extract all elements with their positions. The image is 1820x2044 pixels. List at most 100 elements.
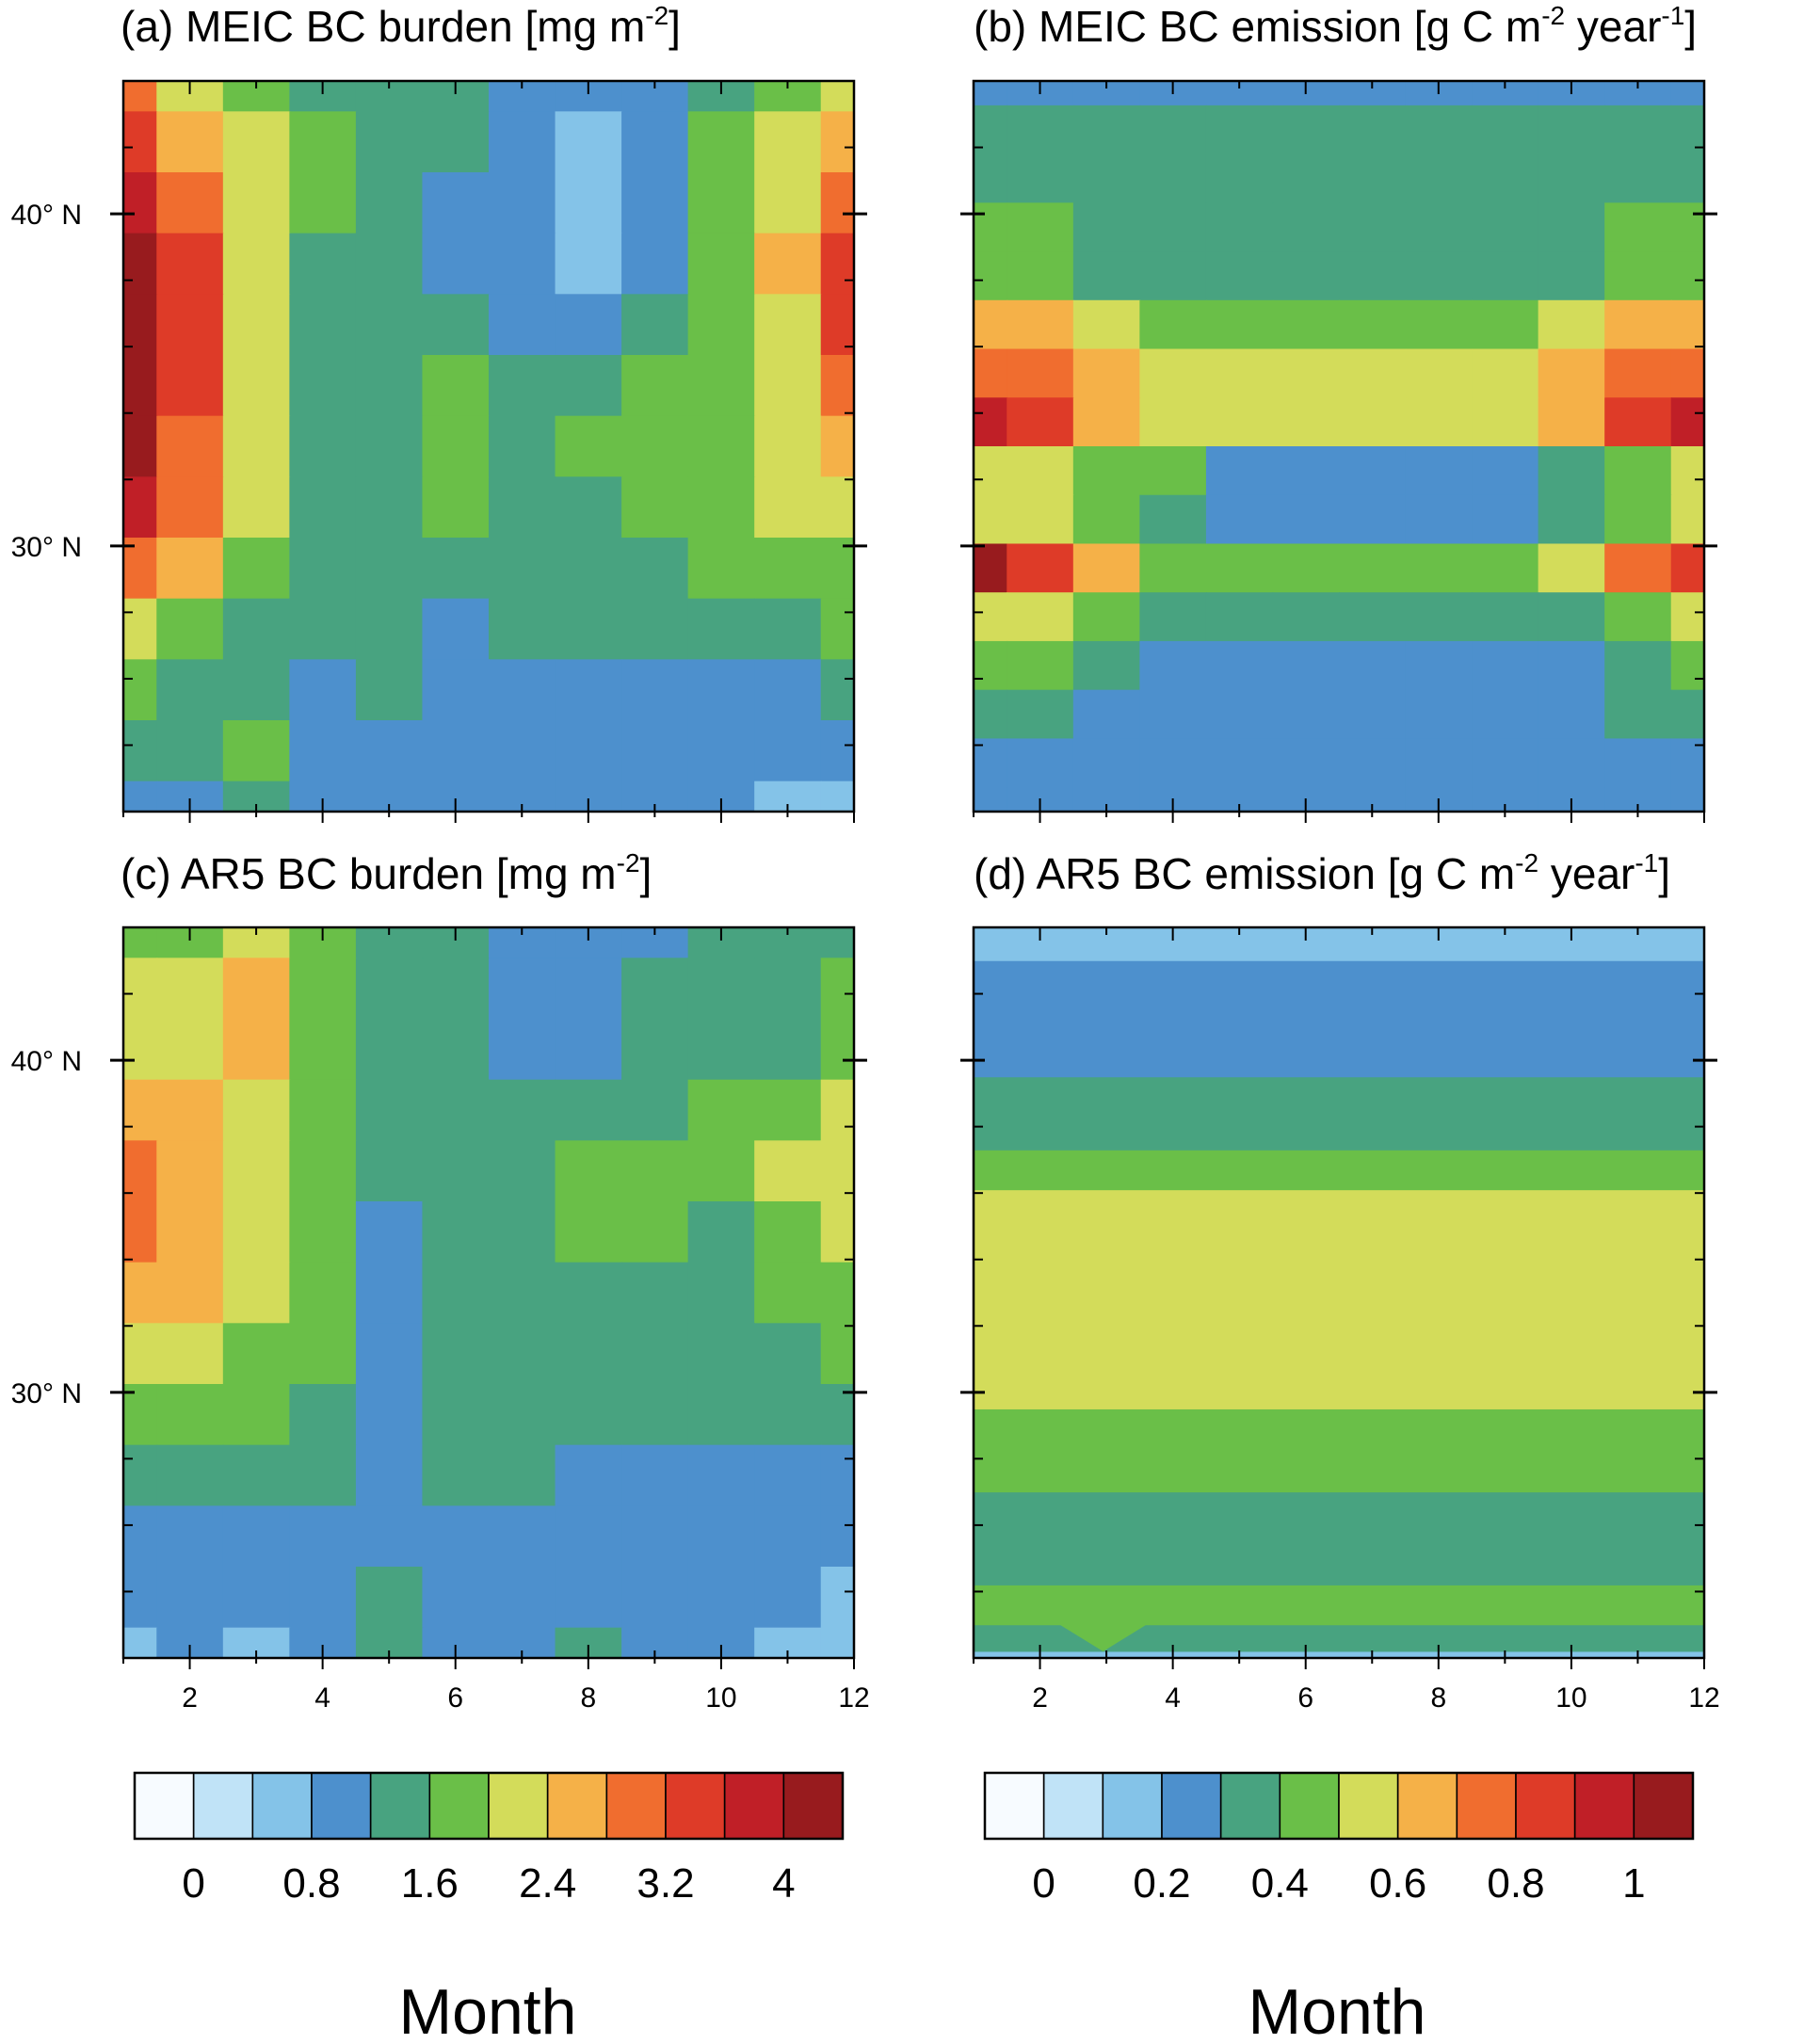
field-cell [1072, 105, 1141, 155]
field-cell [555, 1323, 623, 1385]
field-cell [1538, 251, 1606, 301]
field-cell [820, 1140, 854, 1202]
field-cell [1205, 494, 1274, 545]
field-cell [355, 233, 424, 296]
field-cell [1538, 299, 1606, 350]
field-cell [289, 294, 357, 356]
field-cell [820, 927, 854, 959]
field-cell [123, 111, 158, 173]
field-cell [754, 598, 822, 661]
field-cell [1205, 251, 1274, 301]
field-cell [123, 781, 158, 812]
colorbar-swatch [1573, 1772, 1635, 1840]
plot-frame [121, 79, 856, 813]
field-cell [222, 294, 291, 356]
field-cell [422, 1079, 490, 1142]
field-cell [422, 1201, 490, 1263]
field-cell [687, 294, 756, 356]
field-cell [422, 1262, 490, 1325]
field-cell [820, 172, 854, 234]
colorbar-swatch [1515, 1772, 1576, 1840]
field-cell [1538, 640, 1606, 691]
field-cell [621, 598, 689, 661]
field-cell [422, 720, 490, 782]
colorbar-label: 0 [1032, 1860, 1055, 1907]
field-cell [422, 538, 490, 600]
field-cell [222, 111, 291, 173]
field-cell [754, 720, 822, 782]
field-cell [1538, 202, 1606, 253]
field-cell [1072, 738, 1141, 789]
field-cell [123, 1567, 158, 1629]
field-cell [156, 1262, 224, 1325]
field-cell [555, 294, 623, 356]
field-cell [489, 355, 556, 417]
field-cell [1139, 153, 1207, 204]
field-cell [820, 720, 854, 782]
field-cell [1205, 348, 1274, 399]
field-cell [1604, 348, 1672, 399]
field-cell [222, 1201, 291, 1263]
field-cell [355, 1567, 424, 1629]
field-cell [754, 415, 822, 478]
field-cell [123, 1444, 158, 1507]
field-cell [1604, 299, 1672, 350]
field-cell [754, 1019, 822, 1081]
field-cell [489, 233, 556, 296]
field-cell [1538, 543, 1606, 594]
field-cell [1072, 251, 1141, 301]
field-cell [1472, 105, 1539, 155]
field-cell [687, 415, 756, 478]
field-cell [1538, 153, 1606, 204]
field-cell [489, 958, 556, 1020]
field-cell [1272, 494, 1340, 545]
field-cell [621, 1079, 689, 1142]
field-cell [289, 659, 357, 721]
field-cell [1272, 543, 1340, 594]
field-cell [1538, 446, 1606, 496]
field-cell [1072, 689, 1141, 740]
field-cell [1670, 640, 1704, 691]
field-cell [1205, 640, 1274, 691]
field-cell [289, 476, 357, 539]
colorbar-swatch [1161, 1772, 1222, 1840]
field-cell [1472, 348, 1539, 399]
field-cell [687, 1505, 756, 1568]
field-cell [621, 233, 689, 296]
field-cell [1072, 397, 1141, 447]
field-cell [974, 81, 1008, 106]
field-cell [289, 233, 357, 296]
field-cell [422, 233, 490, 296]
field-cell [222, 1140, 291, 1202]
field-cell [1339, 153, 1407, 204]
colorbar-swatch [1102, 1772, 1163, 1840]
field-cell [355, 415, 424, 478]
field-cell [222, 598, 291, 661]
field-cell [156, 1567, 224, 1629]
field-cell [621, 1567, 689, 1629]
field-cell [974, 494, 1008, 545]
field-cell [1604, 592, 1672, 642]
field-cell [289, 958, 357, 1020]
field-cell [222, 1019, 291, 1081]
field-cell [820, 233, 854, 296]
field-cell [289, 1262, 357, 1325]
field-cell [1139, 689, 1207, 740]
field-cell [555, 1567, 623, 1629]
field-cell [123, 1323, 158, 1385]
field-cell [123, 172, 158, 234]
field-cell [687, 1140, 756, 1202]
field-cell [156, 1444, 224, 1507]
field-cell [754, 233, 822, 296]
field-cell [621, 172, 689, 234]
field-cell [754, 1567, 822, 1629]
field-cell [1272, 689, 1340, 740]
field-cell [1272, 640, 1340, 691]
field-cell [621, 720, 689, 782]
field-cell [489, 1201, 556, 1263]
colorbar-label: 3.2 [636, 1860, 694, 1907]
field-cell [974, 787, 1008, 812]
field-cell [555, 1019, 623, 1081]
emission-band [974, 1650, 1704, 1658]
field-cell [687, 659, 756, 721]
